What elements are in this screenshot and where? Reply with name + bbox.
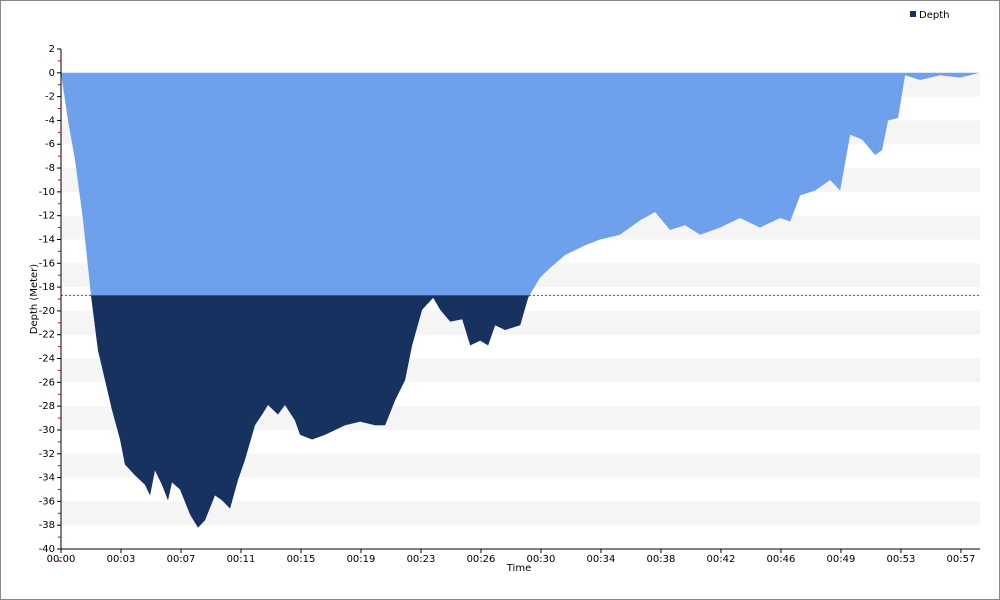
- y-tick-label: 2: [49, 44, 55, 55]
- band: [61, 453, 980, 478]
- y-tick-label: -36: [39, 496, 55, 507]
- x-tick-label: 00:03: [107, 554, 136, 565]
- y-axis-label: Depth (Meter): [29, 264, 40, 335]
- y-tick-label: -18: [39, 282, 55, 293]
- x-tick-label: 00:19: [347, 554, 376, 565]
- x-tick-label: 00:11: [227, 554, 256, 565]
- y-tick-label: -30: [39, 425, 55, 436]
- y-tick-label: -28: [39, 401, 55, 412]
- legend-label: Depth: [919, 10, 949, 21]
- x-axis-label: Time: [506, 563, 531, 574]
- band: [61, 501, 980, 526]
- y-tick-label: -40: [39, 544, 55, 555]
- y-tick-label: -20: [39, 306, 55, 317]
- x-tick-label: 00:07: [167, 554, 196, 565]
- x-tick-label: 00:30: [527, 554, 556, 565]
- x-tick-label: 00:49: [827, 554, 856, 565]
- y-tick-label: -38: [39, 520, 55, 531]
- y-tick-label: -14: [39, 234, 55, 245]
- x-tick-label: 00:53: [887, 554, 916, 565]
- y-tick-label: 0: [49, 68, 55, 79]
- y-tick-label: -16: [39, 258, 55, 269]
- x-tick-label: 00:46: [767, 554, 796, 565]
- y-tick-label: -6: [45, 139, 55, 150]
- y-tick-label: -2: [45, 92, 55, 103]
- x-tick-label: 00:15: [287, 554, 316, 565]
- x-tick-label: 00:26: [467, 554, 496, 565]
- x-tick-label: 00:42: [707, 554, 736, 565]
- legend-swatch: [910, 11, 916, 17]
- y-tick-label: -12: [39, 211, 55, 222]
- x-tick-label: 00:38: [647, 554, 676, 565]
- y-tick-label: -10: [39, 187, 55, 198]
- x-tick-label: 00:23: [407, 554, 436, 565]
- y-tick-label: -4: [45, 115, 55, 126]
- y-tick-label: -22: [39, 330, 55, 341]
- x-tick-label: 00:57: [947, 554, 976, 565]
- area-lower: [90, 295, 530, 528]
- y-tick-label: -8: [45, 163, 55, 174]
- x-tick-label: 00:34: [587, 554, 616, 565]
- y-tick-label: -26: [39, 377, 55, 388]
- x-tick-label: 00:00: [47, 554, 76, 565]
- y-tick-label: -24: [39, 354, 55, 365]
- y-tick-label: -32: [39, 449, 55, 460]
- y-tick-label: -34: [39, 473, 55, 484]
